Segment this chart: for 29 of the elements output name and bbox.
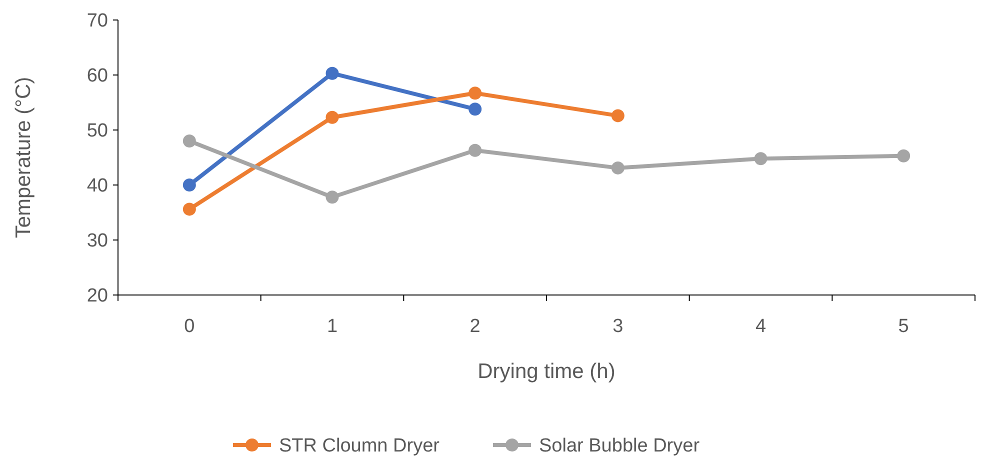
legend-label: Solar Bubble Dryer [539, 436, 700, 457]
point [326, 66, 339, 80]
x-axis-title: Drying time (h) [478, 360, 616, 383]
point [611, 161, 624, 174]
x-tick-label: 2 [470, 316, 480, 337]
point [326, 190, 339, 204]
y-tick-label: 70 [86, 10, 108, 32]
y-tick-label: 30 [86, 230, 108, 252]
point [326, 110, 339, 124]
x-tick-label: 5 [898, 316, 909, 337]
y-tick-label: 60 [86, 66, 108, 87]
point [182, 134, 196, 148]
y-tick-label: 50 [86, 120, 108, 142]
point [468, 86, 482, 100]
point [182, 202, 196, 216]
point [468, 102, 482, 116]
point [182, 178, 196, 192]
x-tick-label: 0 [184, 316, 195, 337]
point [468, 144, 482, 157]
y-axis-title: Temperature (°C) [12, 76, 35, 238]
point [897, 149, 910, 162]
legend-label: STR Cloumn Dryer [279, 436, 440, 457]
x-tick-label: 1 [326, 316, 338, 337]
x-tick-label: 3 [612, 316, 624, 337]
point [611, 109, 624, 122]
point [754, 152, 768, 166]
y-tick-label: 20 [86, 286, 108, 307]
x-tick-label: 4 [755, 316, 766, 337]
y-tick-label: 40 [86, 176, 108, 197]
